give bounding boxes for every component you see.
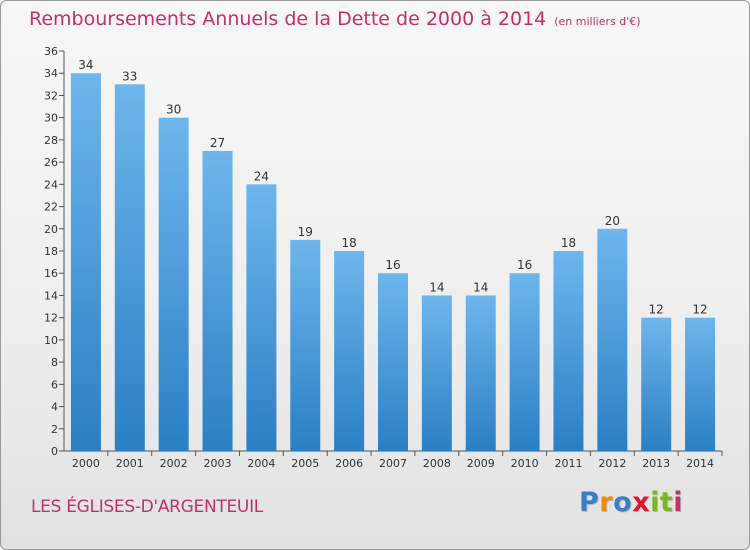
x-tick-label: 2000 <box>72 457 100 470</box>
x-tick-label: 2003 <box>204 457 232 470</box>
x-tick-label: 2006 <box>335 457 363 470</box>
chart-title-text: Remboursements Annuels de la Dette de 20… <box>29 8 547 30</box>
x-tick-label: 2008 <box>423 457 451 470</box>
y-tick-label: 6 <box>51 378 58 391</box>
x-tick-label: 2005 <box>291 457 319 470</box>
bar-value-label: 16 <box>385 258 400 272</box>
y-tick-label: 12 <box>44 312 58 325</box>
bar-value-label: 18 <box>341 236 356 250</box>
bar-value-label: 14 <box>429 280 444 294</box>
y-tick-label: 30 <box>44 112 58 125</box>
bar-value-label: 20 <box>605 214 620 228</box>
bar-2004 <box>246 184 277 452</box>
x-tick-label: 2011 <box>554 457 582 470</box>
y-tick-label: 16 <box>44 267 58 280</box>
bar-2009 <box>465 295 496 451</box>
logo-letter: i <box>673 487 684 518</box>
y-tick-label: 18 <box>44 245 58 258</box>
bar-2005 <box>290 239 321 451</box>
bar-2011 <box>553 251 584 451</box>
bar-2000 <box>70 73 101 451</box>
x-tick-label: 2007 <box>379 457 407 470</box>
x-tick-label: 2002 <box>160 457 188 470</box>
bar-2010 <box>509 273 540 451</box>
logo-letter: x <box>632 487 651 518</box>
bar-2003 <box>202 151 233 451</box>
x-axis: 2000 2001 2002 2003 2004 2005 2006 2007 2008 2009… <box>64 450 723 470</box>
bar-2002 <box>158 117 189 452</box>
bar-value-label: 16 <box>517 258 532 272</box>
bar-value-label: 24 <box>254 169 269 183</box>
bar-2014 <box>685 317 716 451</box>
y-tick-label: 28 <box>44 134 58 147</box>
x-tick-label: 2012 <box>598 457 626 470</box>
y-tick-label: 20 <box>44 223 58 236</box>
y-tick-label: 4 <box>51 401 58 414</box>
y-tick-label: 22 <box>44 201 58 214</box>
proxiti-logo[interactable]: Proxiti <box>579 487 683 518</box>
y-tick-label: 0 <box>51 445 58 458</box>
y-tick-label: 34 <box>44 67 58 80</box>
x-tick-label: 2014 <box>686 457 714 470</box>
x-tick-label: 2004 <box>247 457 275 470</box>
logo-letter: t <box>659 487 674 518</box>
y-tick-label: 2 <box>51 423 58 436</box>
y-tick-label: 24 <box>44 178 58 191</box>
logo-letter: r <box>599 487 614 518</box>
logo-letter: i <box>650 487 660 518</box>
bar-value-label: 19 <box>298 225 313 239</box>
x-tick-label: 2009 <box>467 457 495 470</box>
bar-2012 <box>597 228 628 451</box>
bar-2013 <box>641 317 672 451</box>
y-tick-label: 8 <box>51 356 58 369</box>
commune-name: LES ÉGLISES-D'ARGENTEUIL <box>31 497 263 517</box>
bar-value-label: 27 <box>210 136 225 150</box>
bar-value-label: 30 <box>166 103 181 117</box>
bar-2007 <box>378 273 408 451</box>
chart-title: Remboursements Annuels de la Dette de 20… <box>29 8 641 30</box>
y-tick-label: 36 <box>44 45 58 58</box>
x-tick-label: 2010 <box>511 457 539 470</box>
bars-group: 34 33 30 27 24 19 18 16 14 14 16 18 20 12 12 <box>70 58 716 452</box>
bar-value-label: 12 <box>692 303 707 317</box>
chart-subtitle: (en milliers d'€) <box>554 15 641 28</box>
logo-letter: o <box>613 487 633 518</box>
bar-value-label: 18 <box>561 236 576 250</box>
y-tick-label: 32 <box>44 89 58 102</box>
bar-value-label: 34 <box>78 58 93 72</box>
bar-2006 <box>334 251 365 451</box>
bar-2008 <box>421 295 452 451</box>
y-tick-label: 26 <box>44 156 58 169</box>
bar-2001 <box>114 84 145 451</box>
y-tick-label: 10 <box>44 334 58 347</box>
bar-value-label: 33 <box>122 69 137 83</box>
y-tick-label: 14 <box>44 289 58 302</box>
logo-letter: P <box>579 487 600 518</box>
bar-value-label: 14 <box>473 280 488 294</box>
x-tick-label: 2013 <box>642 457 670 470</box>
x-tick-label: 2001 <box>116 457 144 470</box>
bar-value-label: 12 <box>649 303 664 317</box>
